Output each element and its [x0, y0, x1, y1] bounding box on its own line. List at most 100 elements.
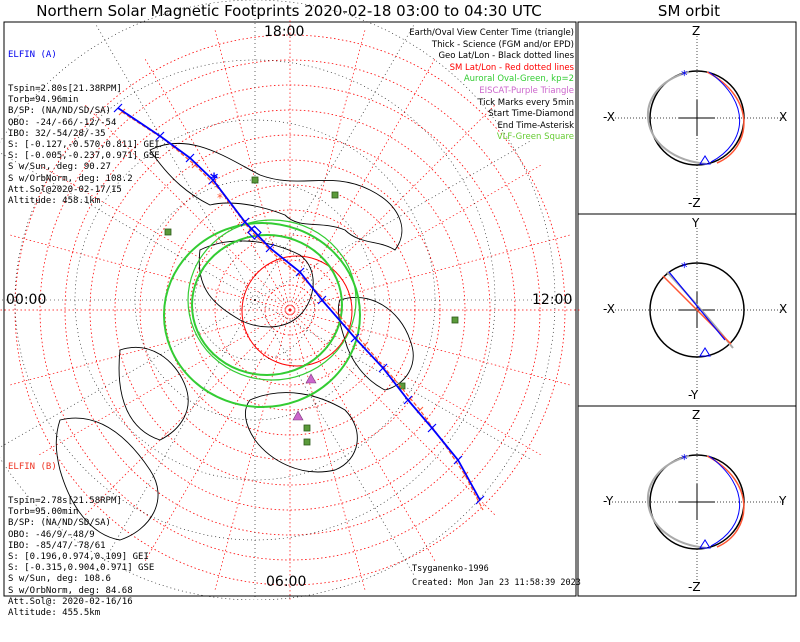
elfin-b-tick-12 [461, 471, 469, 479]
elfin-b-line-8: S w/OrbNorm, deg: 84.68 [8, 585, 133, 596]
elfin-b-track [121, 111, 484, 511]
orbit-1-axis-label-left: -X [603, 302, 615, 316]
sm-lon-line-105 [214, 309, 291, 591]
elfin-b-line-3: OBO: -46/9/-48/9 [8, 529, 95, 540]
elfin-b-tick-6 [301, 276, 309, 284]
time-label-right: 12:00 [532, 292, 573, 308]
elfin-a-start-diamond [247, 225, 262, 240]
sm-lon-line-150 [38, 309, 291, 456]
model-credit: Tsyganenko-1996 [412, 564, 489, 574]
vlf-square-5 [303, 424, 311, 432]
elfin-b-tick-2 [191, 161, 199, 169]
elfin-a-track [117, 107, 481, 501]
orbit-0-ground [647, 71, 708, 165]
elfin-b-line-6: S: [-0.315,0.904,0.971] GSE [8, 563, 155, 574]
orbit-2-ground [647, 455, 708, 549]
elfin-b-header: ELFIN (B) [8, 462, 57, 473]
orbit-2-asterisk: * [681, 453, 688, 468]
geo-lon-line-60 [254, 299, 416, 578]
orbit-2-elfin-a [708, 455, 741, 547]
footprint-figure: Northern Solar Magnetic Footprints 2020-… [0, 0, 797, 618]
elfin-a-line-1: Torb=94.96min [8, 95, 79, 106]
elfin-a-tick-2 [185, 153, 195, 163]
elfin-a-line-8: S w/OrbNorm, deg: 108.2 [8, 173, 133, 184]
auroral-oval-inner [191, 234, 343, 376]
coastline-0 [149, 142, 403, 251]
elfin-b-tick-0 [118, 108, 126, 116]
geo-lon-line-150 [0, 299, 256, 448]
sm-lon-line-75 [289, 309, 366, 591]
orbit-0-axis-label-right: X [779, 110, 788, 124]
legend-item-9: VLF-Green Square [496, 132, 574, 143]
elfin-b-line-0: Tspin=2.78s[21.58RPM] [8, 496, 122, 507]
elfin-a-line-5: S: [-0.127,-0.570,0.811] GEI [8, 140, 160, 151]
orbit-2-axis-label-left: -Y [603, 494, 614, 508]
eiscat-triangle-1 [292, 410, 304, 421]
elfin-a-tick-10 [403, 395, 413, 405]
orbit-0-elfin-a [708, 71, 741, 163]
elfin-a-line-3: OBO: -24/-66/-12/-54 [8, 117, 117, 128]
orbit-0-axis-label-top: Z [692, 24, 701, 38]
sm-lon-line-15 [289, 309, 571, 386]
legend-item-2: Geo Lat/Lon - Black dotted lines [438, 51, 574, 62]
vlf-square-0 [251, 176, 259, 184]
coastline-3 [244, 392, 358, 473]
sm-lon-line-195 [9, 234, 291, 311]
elfin-a-line-0: Tspin=2.80s[21.38RPM] [8, 84, 122, 95]
legend-item-5: EISCAT-Purple Triangle [479, 85, 574, 96]
sm-lon-line-225 [84, 104, 291, 311]
eiscat-triangle-0 [305, 373, 317, 384]
elfin-a-tick-6 [295, 267, 305, 277]
orbit-0-axis-label-left: -X [603, 110, 615, 124]
orbit-0-triangle [699, 155, 711, 165]
legend-item-6: Tick Marks every 5min [478, 97, 574, 108]
geo-lon-line-330 [254, 139, 533, 301]
orbit-2-triangle [699, 539, 711, 549]
time-label-bottom: 06:00 [266, 574, 307, 590]
elfin-a-tick-13 [475, 495, 485, 505]
sm-lon-line-330 [289, 164, 542, 311]
vlf-square-3 [451, 316, 459, 324]
elfin-a-line-4: IBO: 32/-54/28/-35 [8, 128, 106, 139]
orbit-2-axis-label-right: Y [779, 494, 787, 508]
figure-title: Northern Solar Magnetic Footprints 2020-… [36, 2, 542, 20]
elfin-a-tick-7 [317, 295, 327, 305]
sm-lon-line-345 [289, 234, 571, 311]
sm-inner-circle [241, 255, 353, 367]
legend-item-4: Auroral Oval-Green, kp=2 [463, 74, 574, 85]
sm-lon-line-285 [289, 29, 366, 311]
elfin-b-end-asterisk: * [217, 191, 223, 205]
elfin-b-line-4: IBO: -85/47/-78/61 [8, 540, 106, 551]
orbit-1-triangle [699, 347, 711, 357]
coastline-5 [55, 417, 159, 541]
elfin-a-tick-3 [208, 175, 218, 185]
sm-lat-circle-9 [39, 59, 541, 561]
vlf-square-6 [303, 438, 311, 446]
sm-lat-circle-1 [239, 259, 341, 361]
orbit-1-elfin-b [662, 275, 732, 345]
elfin-b-line-10: Altitude: 455.5km [8, 608, 101, 619]
orbit-1-axis-label-top: Y [692, 216, 700, 230]
orbit-1-axis-label-bottom: -Y [688, 388, 699, 402]
sm-lat-circle-10 [14, 34, 566, 586]
elfin-a-line-10: Altitude: 458.1km [8, 196, 101, 207]
legend-item-3: SM Lat/Lon - Red dotted lines [449, 62, 574, 73]
sm-lon-line-45 [289, 309, 496, 516]
time-label-top: 18:00 [264, 24, 305, 40]
elfin-a-info: ELFIN (A) Tspin=2.80s[21.38RPM] Torb=94.9… [8, 28, 160, 230]
legend-item-7: Start Time-Diamond [488, 109, 574, 120]
created-timestamp: Created: Mon Jan 23 11:58:39 2023 [412, 578, 581, 588]
orbit-0-elfin-b [706, 71, 745, 164]
geo-lon-line-240 [94, 22, 256, 301]
legend-item-1: Thick - Science (FGM and/or EPD) [431, 39, 574, 50]
vlf-square-2 [164, 228, 172, 236]
legend-item-0: Earth/Oval View Center Time (triangle) [409, 28, 574, 38]
elfin-a-line-6: S: [-0.005,-0.237,0.971] GSE [8, 151, 160, 162]
elfin-a-tick-4 [240, 217, 250, 227]
elfin-a-line-9: Att.Sol@2020-02-17/15 [8, 184, 122, 195]
elfin-a-line-7: S w/Sun, deg: 90.27 [8, 162, 111, 173]
elfin-a-end-asterisk: * [210, 169, 219, 188]
elfin-a-tick-0 [113, 103, 123, 113]
sm-orbit-title: SM orbit [657, 2, 721, 20]
elfin-a-tick-9 [378, 363, 388, 373]
